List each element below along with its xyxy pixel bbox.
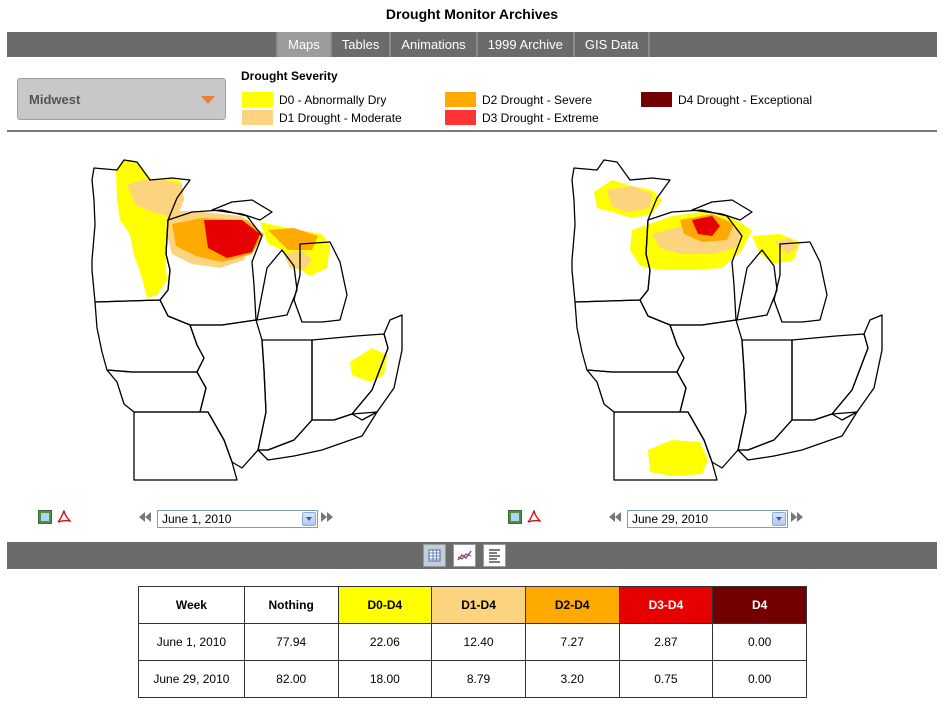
table-cell: 0.00 [712, 660, 807, 698]
chevron-down-icon [772, 512, 786, 526]
column-header-week: Week [138, 586, 245, 624]
legend-swatch-d4 [641, 92, 672, 107]
tab-gis-data[interactable]: GIS Data [572, 32, 651, 57]
legend-item-d0: D0 - Abnormally Dry [242, 92, 386, 107]
table-icon [428, 549, 441, 562]
table-cell: 3.20 [524, 660, 620, 698]
table-cell: 7.27 [524, 623, 620, 661]
table-cell: 0.75 [618, 660, 714, 698]
date-select-right-value: June 29, 2010 [632, 512, 709, 526]
table-cell: 82.00 [243, 660, 339, 698]
table-cell: 77.94 [243, 623, 339, 661]
text-icon [489, 549, 500, 563]
column-header-d1-d4: D1-D4 [431, 586, 526, 624]
table-cell: June 1, 2010 [138, 623, 245, 661]
column-header-d3-d4: D3-D4 [618, 586, 714, 624]
table-cell: 0.00 [712, 623, 807, 661]
date-select-left[interactable]: June 1, 2010 [157, 510, 318, 528]
tab-1999-archive[interactable]: 1999 Archive [475, 32, 573, 57]
table-cell: 18.00 [337, 660, 433, 698]
previous-week-button[interactable] [139, 511, 153, 523]
legend-swatch-d1 [242, 110, 273, 125]
legend-swatch-d2 [445, 92, 476, 107]
table-cell: 8.79 [431, 660, 526, 698]
drought-map-left [72, 150, 412, 495]
date-select-left-value: June 1, 2010 [162, 512, 232, 526]
legend-label-d4: D4 Drought - Exceptional [678, 92, 813, 107]
drought-stats-table: Week Nothing D0-D4 D1-D4 D2-D4 D3-D4 D4 … [138, 586, 807, 698]
tab-animations[interactable]: Animations [389, 32, 475, 57]
legend-label-d3: D3 Drought - Extreme [482, 110, 599, 125]
page-title: Drought Monitor Archives [385, 6, 559, 22]
legend-item-d2: D2 Drought - Severe [445, 92, 592, 107]
column-header-d0-d4: D0-D4 [337, 586, 433, 624]
table-cell: 22.06 [337, 623, 433, 661]
tab-maps[interactable]: Maps [276, 32, 330, 57]
column-header-d2-d4: D2-D4 [524, 586, 620, 624]
legend-item-d3: D3 Drought - Extreme [445, 110, 599, 125]
legend-swatch-d0 [242, 92, 273, 107]
chart-view-button[interactable] [453, 544, 476, 567]
region-select[interactable]: Midwest [17, 78, 226, 120]
table-cell: June 29, 2010 [138, 660, 245, 698]
pdf-download-icon[interactable] [527, 510, 541, 524]
column-header-nothing: Nothing [243, 586, 339, 624]
chart-icon [457, 550, 472, 561]
drought-map-right-svg [571, 159, 883, 481]
table-row: June 29, 2010 82.00 18.00 8.79 3.20 0.75… [138, 660, 807, 698]
table-header-row: Week Nothing D0-D4 D1-D4 D2-D4 D3-D4 D4 [138, 586, 807, 624]
drought-map-right [552, 150, 892, 495]
legend-label-d1: D1 Drought - Moderate [279, 110, 402, 125]
legend-label-d2: D2 Drought - Severe [482, 92, 593, 107]
pdf-download-icon[interactable] [57, 510, 71, 524]
column-header-d4: D4 [712, 586, 807, 624]
tab-tables[interactable]: Tables [329, 32, 390, 57]
date-select-right[interactable]: June 29, 2010 [627, 510, 788, 528]
drought-map-left-svg [91, 159, 403, 481]
table-row: June 1, 2010 77.94 22.06 12.40 7.27 2.87… [138, 623, 807, 661]
chevron-down-icon [302, 512, 316, 526]
nav-bar: Maps Tables Animations 1999 Archive GIS … [7, 32, 937, 57]
next-week-button[interactable] [321, 511, 335, 523]
previous-week-button[interactable] [609, 511, 623, 523]
next-week-button[interactable] [791, 511, 805, 523]
text-view-button[interactable] [483, 544, 506, 567]
legend-label-d0: D0 - Abnormally Dry [279, 92, 387, 107]
view-toolbar [7, 542, 937, 569]
legend-item-d1: D1 Drought - Moderate [242, 110, 402, 125]
legend-item-d4: D4 Drought - Exceptional [641, 92, 812, 107]
nav-tabs: Maps Tables Animations 1999 Archive GIS … [276, 32, 651, 57]
legend-title: Drought Severity [241, 69, 338, 83]
table-cell: 12.40 [431, 623, 526, 661]
image-download-icon[interactable] [38, 510, 52, 524]
image-download-icon[interactable] [508, 510, 522, 524]
legend-swatch-d3 [445, 110, 476, 125]
region-select-value: Midwest [29, 92, 81, 107]
table-view-button[interactable] [423, 544, 446, 567]
chevron-down-icon [201, 96, 215, 104]
table-cell: 2.87 [618, 623, 714, 661]
section-divider [7, 130, 937, 132]
